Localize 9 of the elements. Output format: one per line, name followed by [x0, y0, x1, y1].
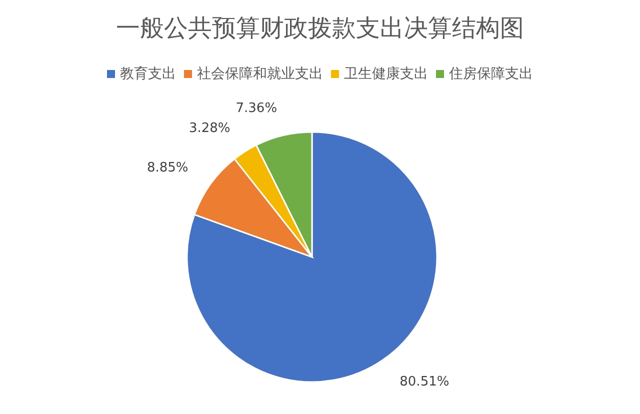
data-label: 80.51%	[400, 374, 450, 390]
legend-label: 教育支出	[120, 65, 176, 82]
legend-label: 社会保障和就业支出	[197, 66, 323, 82]
chart-title: 一般公共预算财政拨款支出决算结构图	[116, 14, 524, 42]
data-label: 8.85%	[146, 160, 188, 176]
legend-label: 卫生健康支出	[344, 66, 428, 82]
legend-label: 住房保障支出	[448, 66, 533, 82]
data-label: 3.28%	[188, 120, 230, 136]
data-label: 7.36%	[236, 101, 278, 116]
